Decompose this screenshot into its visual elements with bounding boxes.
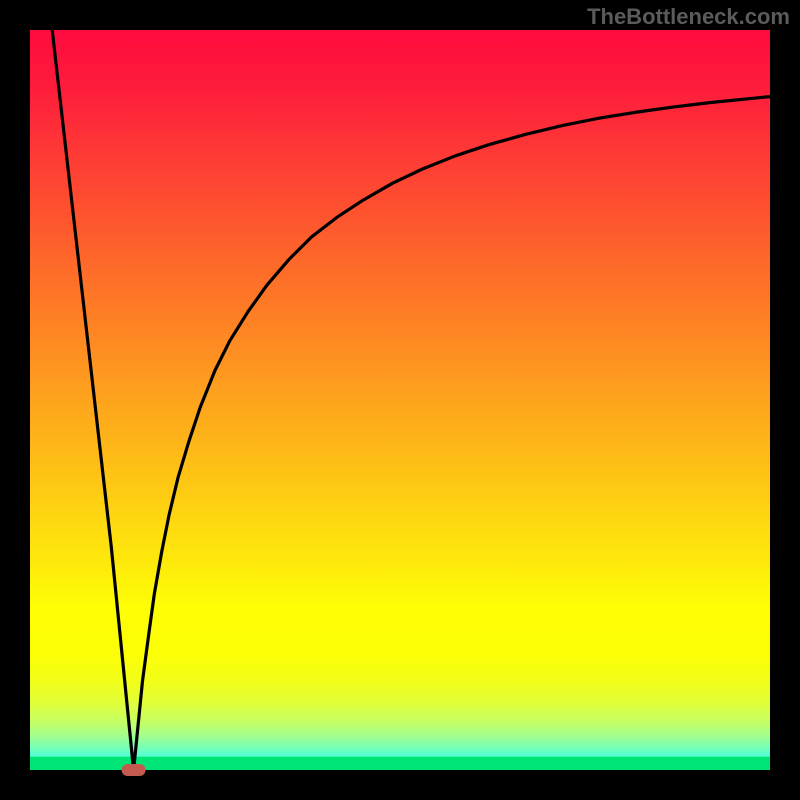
optimal-point bbox=[122, 764, 146, 776]
bottleneck-chart: TheBottleneck.com bbox=[0, 0, 800, 800]
chart-background bbox=[30, 30, 770, 770]
chart-svg bbox=[0, 0, 800, 800]
watermark-text: TheBottleneck.com bbox=[587, 4, 790, 30]
